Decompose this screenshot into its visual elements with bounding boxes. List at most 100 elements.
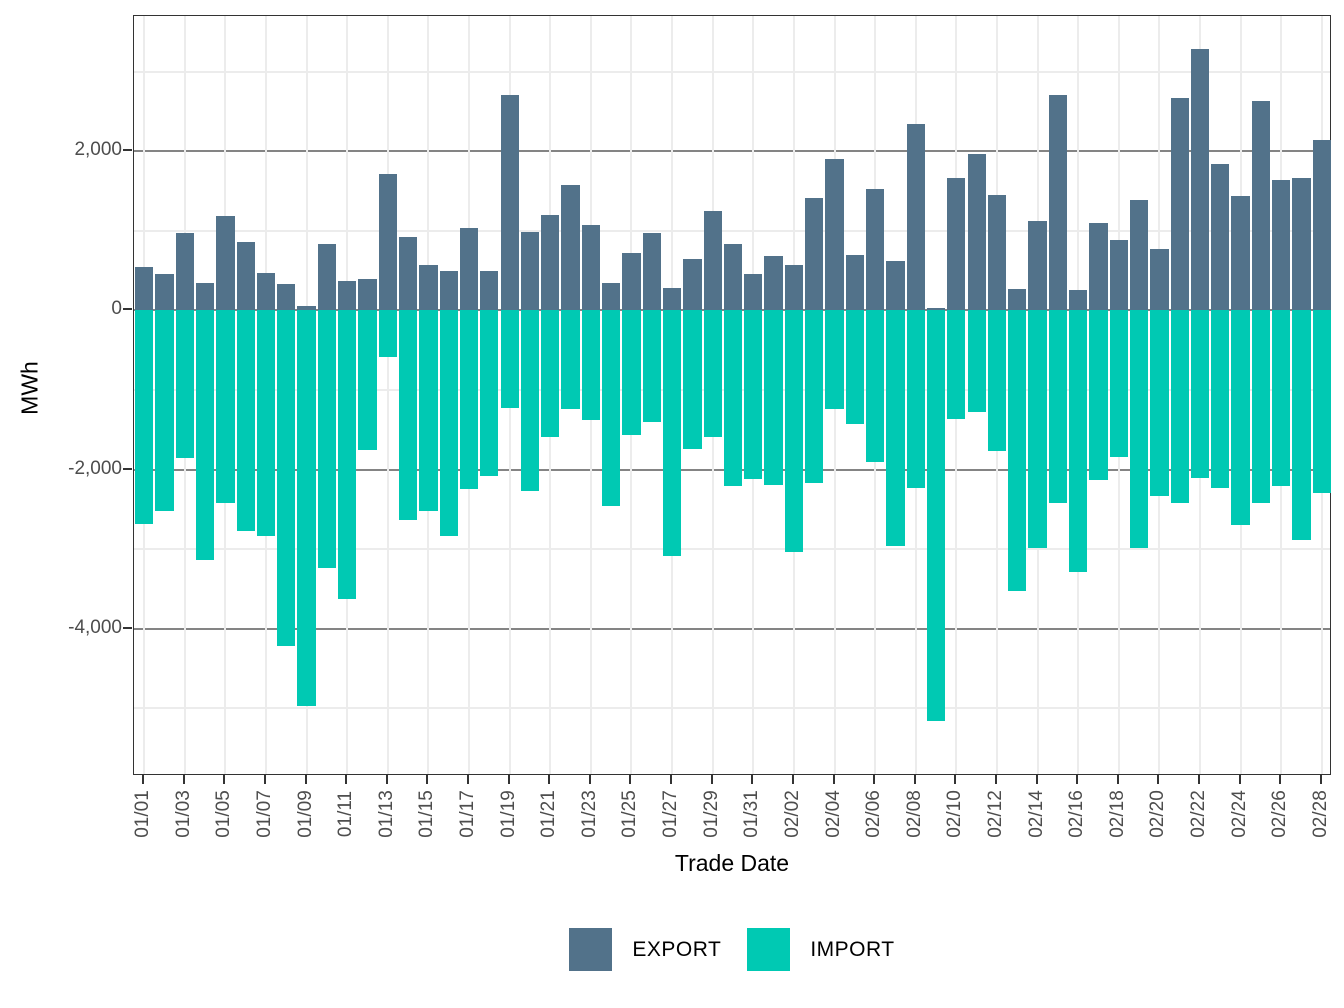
x-axis-tick <box>710 775 713 784</box>
x-axis-tick <box>1157 775 1160 784</box>
legend-item-import: IMPORT <box>747 928 894 971</box>
minor-gridline <box>134 548 1330 551</box>
bar-export-02/04 <box>825 158 844 311</box>
x-tick-label: 02/16 <box>1066 790 1088 838</box>
x-tick-label: 01/29 <box>700 790 722 838</box>
bar-import-02/13 <box>1008 310 1027 591</box>
x-tick-label: 02/28 <box>1309 790 1331 838</box>
bar-import-01/18 <box>480 310 499 476</box>
bar-import-01/21 <box>541 310 560 438</box>
bar-import-02/19 <box>1129 310 1149 548</box>
x-axis-tick <box>142 775 145 784</box>
bar-import-02/03 <box>805 310 824 483</box>
bar-import-02/12 <box>987 310 1007 451</box>
bar-import-01/30 <box>723 310 743 486</box>
x-tick-label: 02/10 <box>944 790 966 838</box>
bar-import-02/05 <box>845 310 864 424</box>
bar-import-01/03 <box>175 310 194 459</box>
bar-export-01/01 <box>135 267 154 311</box>
bar-import-02/08 <box>906 310 925 488</box>
x-tick-label: 02/02 <box>781 790 803 838</box>
x-tick-label: 01/13 <box>375 790 397 838</box>
bar-import-02/18 <box>1109 310 1128 457</box>
bar-import-01/24 <box>602 310 621 506</box>
bar-export-01/21 <box>541 215 560 311</box>
bar-export-01/15 <box>419 264 438 311</box>
bar-export-01/08 <box>277 284 296 311</box>
bar-import-01/05 <box>216 310 235 503</box>
bar-import-02/14 <box>1028 310 1047 548</box>
bar-export-01/30 <box>723 244 743 311</box>
bar-export-01/11 <box>338 281 357 311</box>
bar-export-02/18 <box>1109 240 1128 311</box>
bar-export-01/23 <box>581 224 600 311</box>
bar-export-01/28 <box>683 259 702 311</box>
x-tick-label: 01/03 <box>172 790 194 838</box>
bar-import-02/09 <box>926 310 946 722</box>
bar-export-01/20 <box>520 232 540 311</box>
bar-export-01/18 <box>480 270 499 311</box>
x-tick-label: 01/17 <box>457 790 479 838</box>
x-axis-tick <box>670 775 673 784</box>
bar-import-01/12 <box>358 310 377 450</box>
bar-import-01/26 <box>642 310 661 422</box>
bar-import-02/24 <box>1231 310 1250 525</box>
bar-import-01/13 <box>378 310 397 357</box>
x-axis-title: Trade Date <box>674 850 790 876</box>
x-axis-tick <box>223 775 226 784</box>
x-axis-tick <box>1198 775 1201 784</box>
x-axis-tick <box>304 775 307 784</box>
bar-export-02/25 <box>1251 100 1271 311</box>
x-axis-tick <box>467 775 470 784</box>
bar-import-01/07 <box>256 310 276 537</box>
bar-import-01/16 <box>439 310 458 537</box>
x-tick-label: 02/20 <box>1147 790 1169 838</box>
x-tick-label: 02/04 <box>822 790 844 838</box>
bar-export-02/09 <box>926 308 946 311</box>
x-tick-label: 02/06 <box>863 790 885 838</box>
x-axis-tick <box>345 775 348 784</box>
bar-import-01/29 <box>703 310 722 438</box>
bar-import-02/06 <box>865 310 885 462</box>
bar-export-01/25 <box>622 253 641 311</box>
bar-import-02/04 <box>825 310 844 410</box>
bar-export-01/24 <box>602 282 621 311</box>
bar-export-01/02 <box>155 273 174 311</box>
x-axis-tick <box>1279 775 1282 784</box>
bar-export-01/12 <box>358 278 377 311</box>
bar-export-01/14 <box>398 237 418 311</box>
bar-import-02/07 <box>886 310 905 547</box>
bar-import-01/10 <box>317 310 337 569</box>
import-swatch <box>747 928 791 971</box>
bar-export-02/13 <box>1008 289 1027 311</box>
bar-export-01/06 <box>236 242 255 311</box>
bar-export-01/29 <box>703 210 722 311</box>
bar-export-02/11 <box>967 153 986 311</box>
y-axis-tick <box>123 467 132 470</box>
x-axis-tick <box>426 775 429 784</box>
x-axis-tick <box>629 775 632 784</box>
x-tick-label: 01/27 <box>660 790 682 838</box>
x-axis-tick <box>791 775 794 784</box>
bar-export-02/07 <box>886 260 905 311</box>
y-axis-tick <box>123 308 132 311</box>
bar-import-01/17 <box>459 310 479 490</box>
x-tick-label: 02/14 <box>1025 790 1047 838</box>
x-axis-tick <box>263 775 266 784</box>
bar-import-02/26 <box>1272 310 1291 486</box>
x-tick-label: 01/23 <box>578 790 600 838</box>
bar-export-02/24 <box>1231 195 1250 311</box>
x-tick-label: 01/09 <box>294 790 316 838</box>
y-tick-label: -2,000 <box>68 457 122 479</box>
bar-export-02/28 <box>1312 139 1331 311</box>
bar-export-01/09 <box>297 305 316 311</box>
legend-item-export: EXPORT <box>569 928 721 971</box>
bar-import-02/27 <box>1292 310 1311 541</box>
bar-export-02/21 <box>1170 98 1189 311</box>
bar-export-01/13 <box>378 174 397 311</box>
major-gridline <box>134 150 1330 153</box>
bar-export-01/05 <box>216 215 235 311</box>
bar-import-02/21 <box>1170 310 1189 503</box>
x-axis-tick <box>954 775 957 784</box>
bar-export-02/01 <box>764 256 783 311</box>
